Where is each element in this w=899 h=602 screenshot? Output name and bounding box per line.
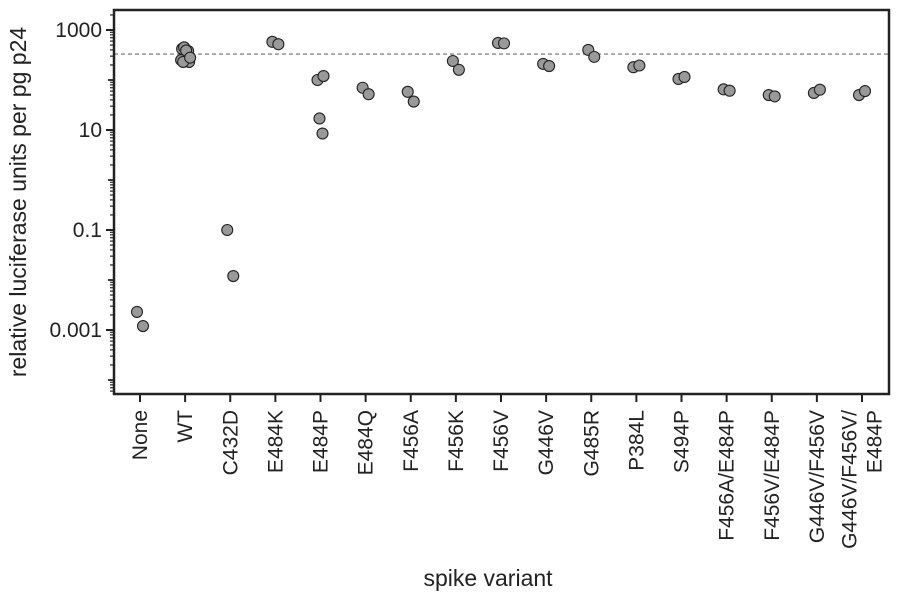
x-axis-title: spike variant [423, 565, 553, 591]
data-point [317, 69, 330, 83]
x-tick-label: WT [174, 410, 197, 443]
data-point [272, 38, 285, 51]
x-tick-label: F456V [490, 410, 513, 472]
data-point [407, 95, 420, 108]
x-tick-label: G485R [580, 410, 603, 477]
plot-area-frame [112, 8, 891, 396]
x-tick-label: E484Q [355, 410, 378, 475]
data-point [316, 127, 329, 140]
data-point [446, 54, 459, 68]
data-point [313, 112, 326, 125]
y-axis-title: relative luciferase units per pg p24 [5, 27, 31, 378]
data-point [452, 63, 465, 76]
x-axis-ticks: None WT C432D E484K E484P E484Q F456A F456K F456… [129, 394, 887, 549]
data-point [723, 84, 736, 97]
data-point [362, 88, 375, 101]
data-point [130, 305, 144, 318]
x-tick-label: E484P [310, 410, 333, 473]
x-tick-label: E484K [264, 410, 287, 473]
data-point [678, 70, 691, 84]
data-point [227, 269, 240, 283]
x-tick-label: F456V/E484P [761, 410, 784, 541]
data-point-layer [130, 35, 872, 333]
data-point [813, 83, 826, 96]
x-tick-label: G446V [535, 410, 558, 475]
x-tick-label: G446V/F456V/ [839, 410, 862, 549]
data-point [401, 85, 414, 98]
x-tick-label: S494P [671, 410, 694, 473]
data-point [184, 51, 197, 64]
y-tick-label: 10 [79, 119, 102, 142]
data-point [633, 59, 646, 72]
data-point [543, 60, 556, 73]
data-point [136, 319, 150, 333]
data-point [768, 90, 781, 103]
y-axis-ticks: 1000 10 0.1 0.001 [49, 14, 114, 392]
y-tick-label: 0.001 [49, 319, 102, 342]
x-tick-label: G446V/F456V [806, 410, 829, 543]
data-point [858, 85, 872, 98]
x-tick-label: C432D [219, 410, 242, 475]
x-tick-label: F456A [400, 410, 423, 472]
x-tick-label: F456A/E484P [716, 410, 739, 541]
data-point [221, 223, 234, 237]
x-tick-label: P384L [625, 410, 648, 471]
y-tick-label: 1000 [55, 19, 102, 42]
data-point [497, 37, 511, 50]
x-tick-label: F456K [445, 410, 468, 472]
x-tick-label: None [129, 410, 152, 460]
y-tick-label: 0.1 [73, 219, 102, 242]
data-point [588, 50, 601, 63]
x-tick-label: E484P [864, 410, 887, 473]
